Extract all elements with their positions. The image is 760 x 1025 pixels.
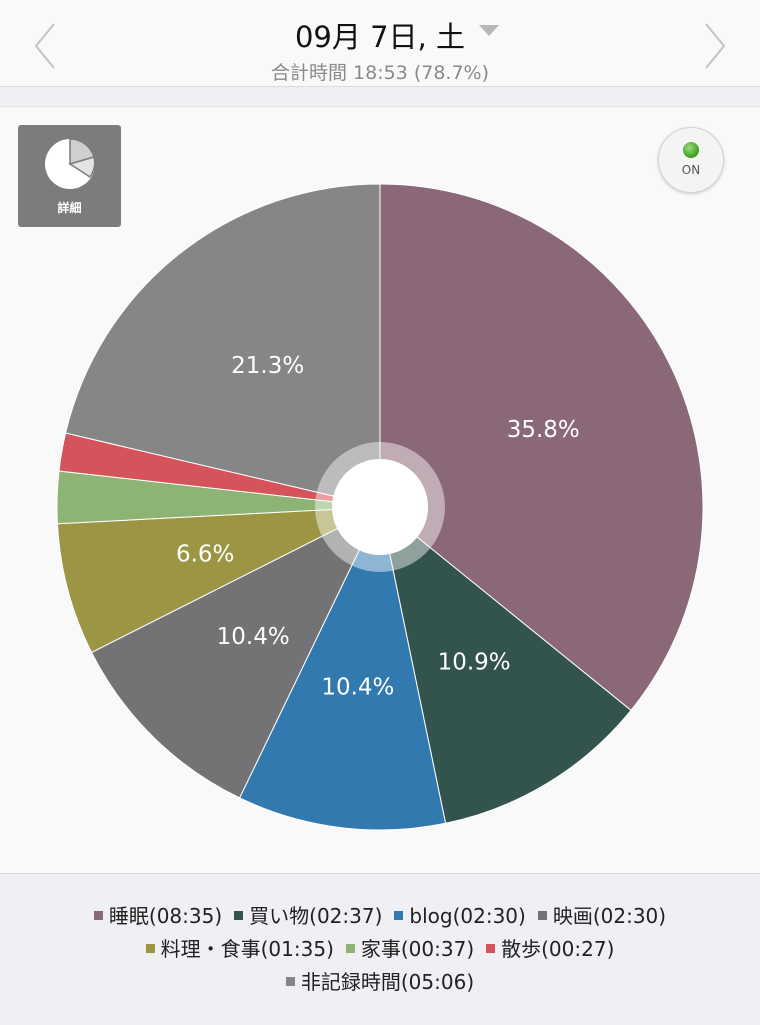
detail-button[interactable]: 詳細 — [18, 125, 121, 227]
pie-chart-icon — [45, 138, 96, 189]
legend-item: blog(02:30) — [394, 904, 526, 928]
slice-data-label: 10.4% — [217, 624, 290, 650]
legend: 睡眠(08:35) 買い物(02:37) blog(02:30) 映画(02:30) 料… — [0, 873, 760, 1025]
legend-swatch — [234, 911, 244, 920]
detail-label: 詳細 — [57, 201, 82, 215]
slice-data-label: 6.6% — [176, 541, 234, 567]
pie-slice[interactable] — [56, 506, 381, 654]
legend-label: 非記録時間(05:06) — [300, 970, 475, 994]
legend-item: 家事(00:37) — [345, 933, 475, 962]
legend-swatch — [345, 944, 355, 953]
pie-slice[interactable] — [64, 183, 381, 508]
legend-swatch — [145, 944, 155, 953]
legend-row: 非記録時間(05:06) — [0, 966, 760, 995]
legend-label: 買い物(02:37) — [249, 904, 383, 928]
toggle-label: ON — [681, 163, 701, 177]
slice-data-label: 21.3% — [231, 353, 304, 379]
pie-slice[interactable] — [379, 505, 632, 824]
date-title[interactable]: 09月 7日, 土 — [294, 20, 465, 54]
pie-slice[interactable] — [90, 505, 382, 799]
legend-swatch — [394, 911, 404, 920]
legend-item: 非記録時間(05:06) — [285, 966, 475, 995]
legend-item: 買い物(02:37) — [234, 900, 382, 929]
legend-item: 睡眠(08:35) — [93, 900, 223, 929]
legend-swatch — [537, 911, 547, 920]
legend-item: 料理・食事(01:35) — [145, 933, 334, 962]
chevron-left-icon[interactable] — [32, 20, 60, 72]
legend-swatch — [93, 911, 103, 920]
pie-slice[interactable] — [238, 505, 447, 831]
date-header: 09月 7日, 土 合計時間 18:53 (78.7%) — [0, 0, 760, 87]
status-led-icon — [683, 142, 699, 158]
legend-item: 映画(02:30) — [537, 900, 667, 929]
legend-item: 散歩(00:27) — [486, 933, 614, 962]
legend-label: 料理・食事(01:35) — [160, 937, 334, 961]
slice-data-label: 10.9% — [438, 649, 511, 675]
legend-swatch — [486, 944, 496, 953]
total-time: 合計時間 18:53 (78.7%) — [270, 62, 490, 84]
on-toggle[interactable]: ON — [658, 127, 724, 193]
center-hole — [332, 459, 428, 555]
legend-row: 料理・食事(01:35) 家事(00:37) 散歩(00:27) — [0, 933, 760, 962]
caret-down-icon[interactable] — [479, 25, 499, 36]
legend-label: 家事(00:37) — [360, 937, 475, 961]
legend-label: 散歩(00:27) — [501, 937, 615, 961]
legend-label: 映画(02:30) — [552, 904, 667, 928]
legend-row: 睡眠(08:35) 買い物(02:37) blog(02:30) 映画(02:30) — [0, 900, 760, 929]
pie-slice[interactable] — [379, 183, 704, 712]
legend-swatch — [285, 977, 295, 986]
slice-data-label: 35.8% — [507, 417, 580, 443]
separator — [0, 87, 760, 106]
legend-label: 睡眠(08:35) — [108, 904, 223, 928]
slice-data-label: 10.4% — [321, 675, 394, 701]
legend-label: blog(02:30) — [409, 904, 526, 928]
chevron-right-icon[interactable] — [700, 20, 728, 72]
